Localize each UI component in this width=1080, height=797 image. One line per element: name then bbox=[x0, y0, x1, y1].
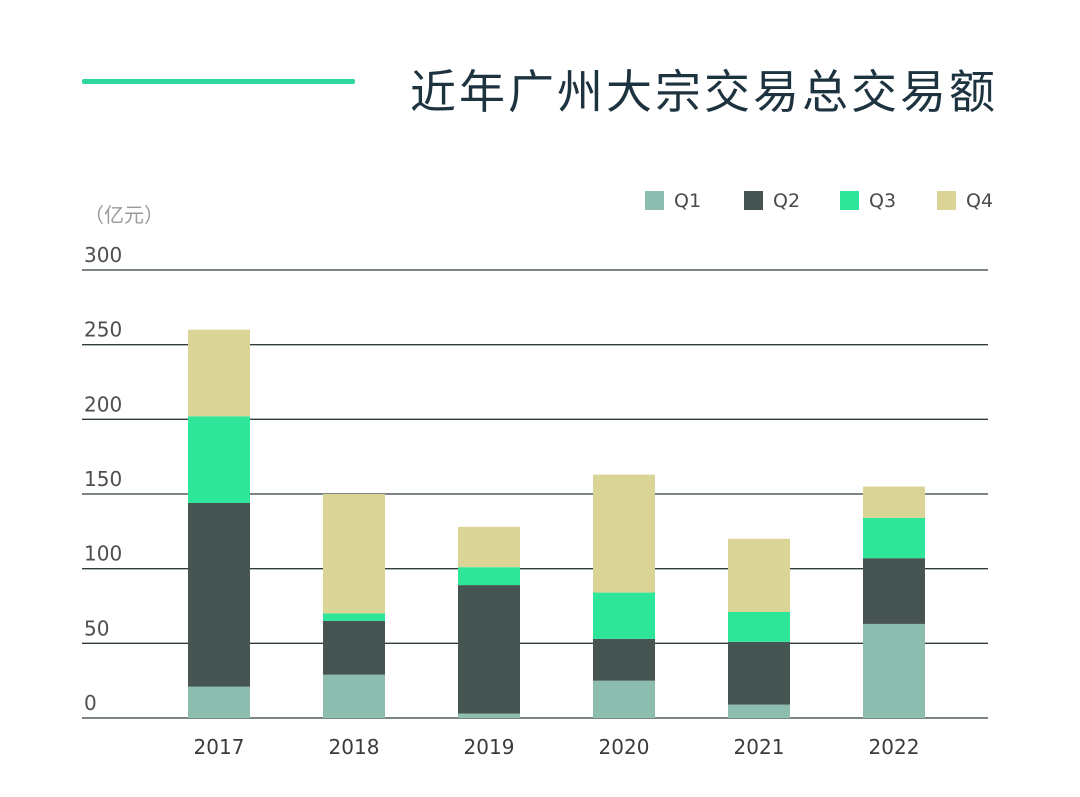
y-tick-100: 100 bbox=[84, 542, 122, 566]
x-tick-2020: 2020 bbox=[599, 735, 650, 759]
bar-2021-q4 bbox=[728, 538, 790, 612]
x-tick-2021: 2021 bbox=[734, 735, 785, 759]
legend-label-q2: Q2 bbox=[773, 190, 800, 212]
bar-2018-q3 bbox=[323, 613, 385, 621]
legend-label-q3: Q3 bbox=[869, 190, 896, 212]
y-tick-200: 200 bbox=[84, 392, 122, 416]
legend-swatch-q4 bbox=[937, 191, 956, 210]
y-tick-150: 150 bbox=[84, 467, 122, 491]
bar-2022-q1 bbox=[863, 623, 925, 718]
y-tick-50: 50 bbox=[84, 616, 109, 640]
y-tick-300: 300 bbox=[84, 243, 122, 267]
bar-2022-q3 bbox=[863, 517, 925, 559]
bar-2022-q4 bbox=[863, 486, 925, 518]
legend-swatch-q2 bbox=[744, 191, 763, 210]
legend-label-q4: Q4 bbox=[966, 190, 993, 212]
legend-label-q1: Q1 bbox=[674, 190, 701, 212]
legend-swatch-q3 bbox=[840, 191, 859, 210]
bar-2018-q2 bbox=[323, 620, 385, 675]
x-tick-2018: 2018 bbox=[329, 735, 380, 759]
bar-2018-q1 bbox=[323, 674, 385, 718]
chart-title: 近年广州大宗交易总交易额 bbox=[410, 65, 998, 119]
bar-2020-q3 bbox=[593, 592, 655, 639]
title-accent-line bbox=[82, 79, 355, 84]
bar-2018-q4 bbox=[323, 494, 385, 614]
bar-2020-q4 bbox=[593, 474, 655, 593]
bar-2020-q1 bbox=[593, 680, 655, 718]
legend-swatch-q1 bbox=[645, 191, 664, 210]
bar-2017-q3 bbox=[188, 416, 250, 503]
x-tick-2022: 2022 bbox=[869, 735, 920, 759]
bar-2017-q4 bbox=[188, 329, 250, 417]
bar-2021-q2 bbox=[728, 641, 790, 705]
bar-2019-q4 bbox=[458, 526, 520, 568]
x-tick-2017: 2017 bbox=[194, 735, 245, 759]
bar-2022-q2 bbox=[863, 558, 925, 624]
bar-2020-q2 bbox=[593, 638, 655, 681]
bar-2021-q1 bbox=[728, 704, 790, 718]
bar-2021-q3 bbox=[728, 611, 790, 642]
bar-2017-q2 bbox=[188, 502, 250, 687]
y-tick-250: 250 bbox=[84, 318, 122, 342]
bar-2019-q2 bbox=[458, 585, 520, 714]
x-tick-2019: 2019 bbox=[464, 735, 515, 759]
bar-2017-q1 bbox=[188, 686, 250, 718]
y-tick-0: 0 bbox=[84, 691, 97, 715]
y-unit-label: （亿元） bbox=[84, 203, 164, 227]
bar-2019-q3 bbox=[458, 567, 520, 586]
bar-2019-q1 bbox=[458, 713, 520, 718]
